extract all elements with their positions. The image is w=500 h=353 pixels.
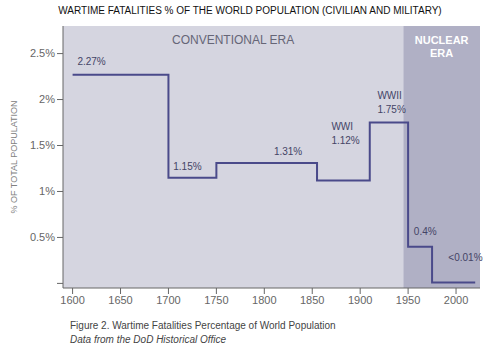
svg-text:1.12%: 1.12% <box>331 135 359 146</box>
svg-text:<0.01%: <0.01% <box>448 252 482 263</box>
svg-text:1.75%: 1.75% <box>377 104 405 115</box>
svg-text:0.4%: 0.4% <box>414 226 437 237</box>
svg-text:0.5%: 0.5% <box>30 231 55 243</box>
svg-text:WWII: WWII <box>377 90 401 101</box>
svg-text:1.31%: 1.31% <box>274 146 302 157</box>
svg-text:WWI: WWI <box>331 121 353 132</box>
svg-text:1800: 1800 <box>252 294 276 306</box>
svg-text:1%: 1% <box>39 185 55 197</box>
svg-text:2%: 2% <box>39 93 55 105</box>
svg-text:1.5%: 1.5% <box>30 139 55 151</box>
svg-text:CONVENTIONAL ERA: CONVENTIONAL ERA <box>172 33 294 47</box>
html-text:Data from the DoD Historical O: Data from the DoD Historical Office <box>70 334 227 345</box>
svg-text:1600: 1600 <box>60 294 84 306</box>
svg-text:1900: 1900 <box>348 294 372 306</box>
html-text:WARTIME FATALITIES % OF THE WO: WARTIME FATALITIES % OF THE WORLD POPULA… <box>58 5 442 16</box>
svg-text:1850: 1850 <box>300 294 324 306</box>
svg-text:% OF TOTAL POPULATION: % OF TOTAL POPULATION <box>9 100 19 213</box>
svg-text:1950: 1950 <box>396 294 420 306</box>
svg-text:2.5%: 2.5% <box>30 47 55 59</box>
svg-text:NUCLEARERA: NUCLEARERA <box>415 34 469 59</box>
svg-text:1750: 1750 <box>204 294 228 306</box>
svg-text:1.15%: 1.15% <box>173 161 201 172</box>
svg-text:1650: 1650 <box>108 294 132 306</box>
html-text:Figure 2. Wartime Fatalities P: Figure 2. Wartime Fatalities Percentage … <box>70 320 336 331</box>
svg-text:2000: 2000 <box>444 294 468 306</box>
svg-text:2.27%: 2.27% <box>77 56 105 67</box>
svg-text:1700: 1700 <box>156 294 180 306</box>
